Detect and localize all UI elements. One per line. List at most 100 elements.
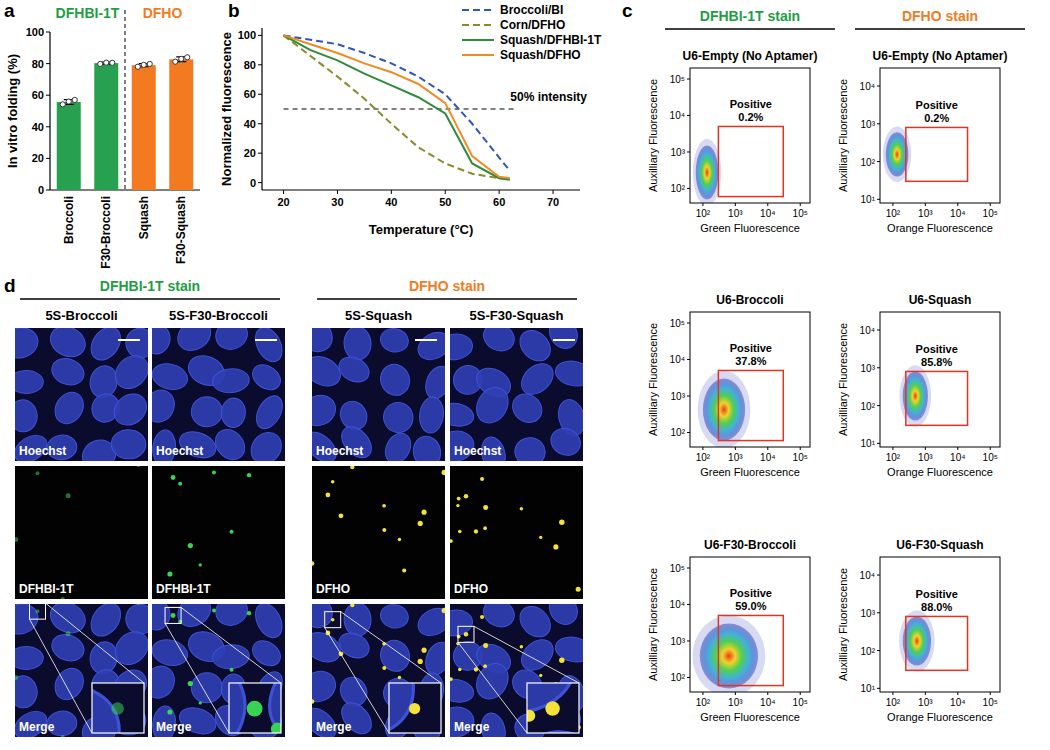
- nucleus: [343, 328, 372, 361]
- scale-bar: [415, 339, 437, 341]
- gate: [906, 127, 968, 181]
- punctum: [212, 471, 216, 475]
- y-tick-label: 80: [32, 58, 44, 70]
- y-tick: [877, 612, 880, 613]
- replicate-dot: [135, 64, 140, 69]
- y-tick: [687, 322, 690, 323]
- micrograph: [152, 466, 285, 599]
- channel-label: DFHBI-1T: [19, 582, 74, 596]
- punctum: [350, 604, 354, 607]
- punctum: [247, 701, 263, 717]
- punctum: [483, 643, 488, 648]
- y-tick-label: 10¹: [861, 683, 876, 694]
- scale-bar: [255, 339, 277, 341]
- punctum: [339, 513, 344, 518]
- plot-frame: [880, 312, 1000, 447]
- punctum: [418, 659, 423, 664]
- legend-label: Squash/DFHBI-1T: [500, 33, 602, 47]
- y-tick: [687, 359, 690, 360]
- x-tick: [702, 692, 703, 695]
- x-tick-label: 10²: [696, 697, 711, 708]
- gate: [906, 371, 968, 425]
- punctum: [457, 497, 461, 501]
- x-tick-label: 10⁴: [950, 697, 965, 708]
- inset-source: [458, 626, 474, 642]
- punctum: [539, 674, 542, 677]
- y-tick-label: 100: [26, 26, 44, 38]
- y-axis-title: Auxilliary Fluorescence: [837, 568, 849, 681]
- flow-plot: U6-F30-Broccoli10²10³10⁴10⁵10²10³10⁴10⁵G…: [647, 538, 810, 723]
- plot-title: U6-F30-Squash: [896, 538, 983, 552]
- channel-label: Merge: [19, 720, 55, 734]
- inset-connector: [181, 607, 281, 683]
- x-tick: [445, 190, 446, 194]
- replicate-dot: [66, 99, 71, 104]
- scale-bar: [553, 339, 575, 341]
- y-tick-label: 20: [244, 147, 256, 159]
- y-tick-label: 40: [32, 121, 44, 133]
- y-axis-title: Auxilliary Fluorescence: [837, 323, 849, 436]
- nucleus: [378, 328, 410, 355]
- nucleus: [85, 328, 127, 366]
- micrograph: [15, 328, 148, 461]
- panel-label: d: [4, 275, 16, 296]
- nucleus: [48, 354, 88, 389]
- y-tick: [258, 182, 262, 183]
- plot-area: [899, 610, 967, 671]
- replicate-dot: [147, 61, 152, 66]
- population-halo: [900, 365, 932, 426]
- nucleus: [248, 636, 285, 671]
- nucleus: [209, 424, 250, 461]
- y-tick-label: 10⁴: [670, 354, 685, 365]
- punctum: [483, 664, 487, 668]
- micrograph: [312, 466, 445, 599]
- punctum: [442, 608, 445, 613]
- gate-label: Positive: [730, 98, 772, 110]
- nucleus: [470, 658, 514, 705]
- y-tick: [258, 153, 262, 154]
- gate: [718, 615, 783, 685]
- x-tick: [800, 203, 801, 206]
- inset-zoom: [229, 683, 281, 733]
- y-tick-label: 20: [32, 152, 44, 164]
- flow-plot: U6-Empty (No Aptamer)10²10³10⁴10⁵10²10³1…: [647, 49, 817, 234]
- x-tick: [767, 447, 768, 450]
- punctum: [247, 611, 251, 615]
- punctum: [326, 493, 331, 498]
- nucleus: [191, 672, 223, 702]
- y-tick-label: 10¹: [861, 438, 876, 449]
- series-line: [284, 35, 510, 170]
- gate: [718, 370, 783, 440]
- x-tick-label: 10²: [696, 452, 711, 463]
- punctum: [167, 571, 172, 576]
- replicate-dot: [179, 56, 184, 61]
- punctum: [167, 709, 172, 714]
- x-tick: [767, 203, 768, 206]
- punctum: [553, 544, 558, 549]
- column-header: DFHO stain: [902, 8, 978, 24]
- punctum: [464, 632, 469, 637]
- micrograph: [312, 328, 445, 461]
- nucleus: [15, 399, 39, 433]
- flow-plot: U6-F30-Squash10²10³10⁴10⁵10¹10²10³10⁴Ora…: [837, 538, 1000, 723]
- y-tick-label: 10²: [861, 646, 876, 657]
- punctum: [458, 530, 462, 534]
- plot-title: U6-Broccoli: [716, 293, 783, 307]
- y-tick-label: 10⁵: [670, 563, 685, 574]
- plot-frame: [690, 312, 810, 447]
- header-rule: [665, 28, 835, 30]
- y-tick-label: 10³: [861, 363, 876, 374]
- micrograph-background: [312, 466, 445, 599]
- punctum: [382, 528, 386, 532]
- nucleus: [413, 604, 445, 641]
- nucleus: [109, 625, 148, 671]
- x-tick-label: 70: [547, 196, 559, 208]
- nucleus: [49, 387, 89, 429]
- punctum: [450, 539, 453, 543]
- punctum: [171, 613, 176, 618]
- nucleus: [172, 328, 216, 357]
- y-tick: [258, 94, 262, 95]
- channel-label: Hoechst: [316, 444, 363, 458]
- punctum: [188, 681, 193, 686]
- y-axis-title: Auxilliary Fluorescence: [647, 79, 659, 192]
